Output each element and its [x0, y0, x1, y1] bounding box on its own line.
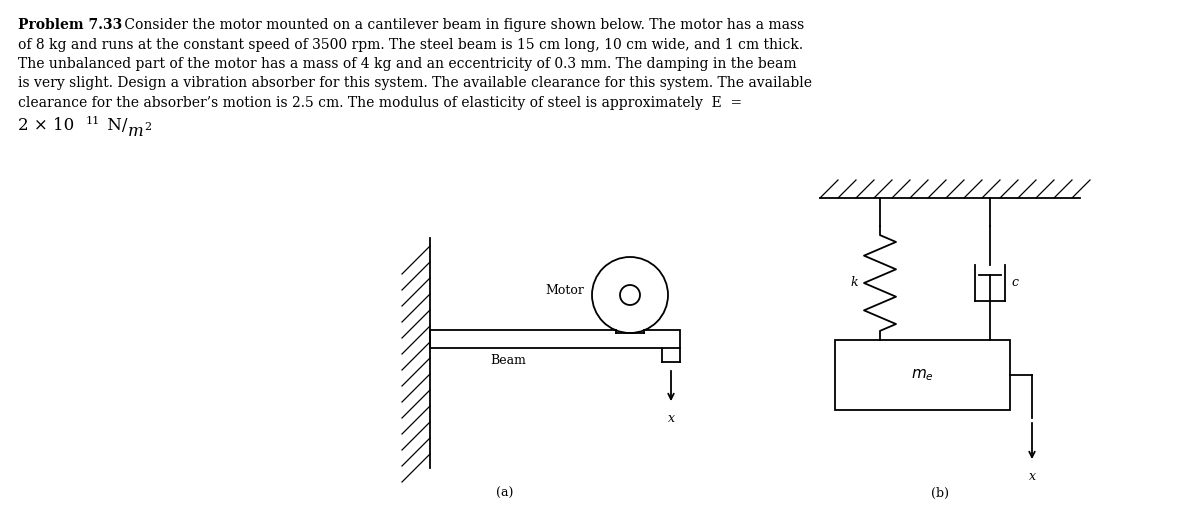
Text: Consider the motor mounted on a cantilever beam in figure shown below. The motor: Consider the motor mounted on a cantilev…	[120, 18, 804, 32]
Text: is very slight. Design a vibration absorber for this system. The available clear: is very slight. Design a vibration absor…	[18, 77, 812, 91]
Text: (a): (a)	[497, 487, 514, 500]
Circle shape	[620, 285, 640, 305]
Text: 11: 11	[86, 116, 101, 126]
Text: Problem 7.33: Problem 7.33	[18, 18, 122, 32]
Text: The unbalanced part of the motor has a mass of 4 kg and an eccentricity of 0.3 m: The unbalanced part of the motor has a m…	[18, 57, 797, 71]
Text: x: x	[667, 412, 674, 425]
Text: 2 × 10: 2 × 10	[18, 118, 74, 134]
Bar	[430, 330, 680, 348]
Text: (b): (b)	[931, 487, 949, 500]
Text: x: x	[1028, 470, 1036, 483]
Text: m: m	[128, 123, 144, 141]
Text: 2: 2	[144, 121, 151, 131]
Circle shape	[592, 257, 668, 333]
Text: of 8 kg and runs at the constant speed of 3500 rpm. The steel beam is 15 cm long: of 8 kg and runs at the constant speed o…	[18, 38, 803, 52]
Bar	[835, 340, 1010, 410]
Text: k: k	[851, 277, 858, 290]
Text: Motor: Motor	[545, 283, 584, 296]
Text: c: c	[1010, 277, 1018, 290]
Text: Beam: Beam	[490, 354, 526, 367]
Text: $m_e$: $m_e$	[911, 367, 934, 383]
Text: clearance for the absorber’s motion is 2.5 cm. The modulus of elasticity of stee: clearance for the absorber’s motion is 2…	[18, 96, 742, 110]
Text: N/: N/	[102, 118, 127, 134]
